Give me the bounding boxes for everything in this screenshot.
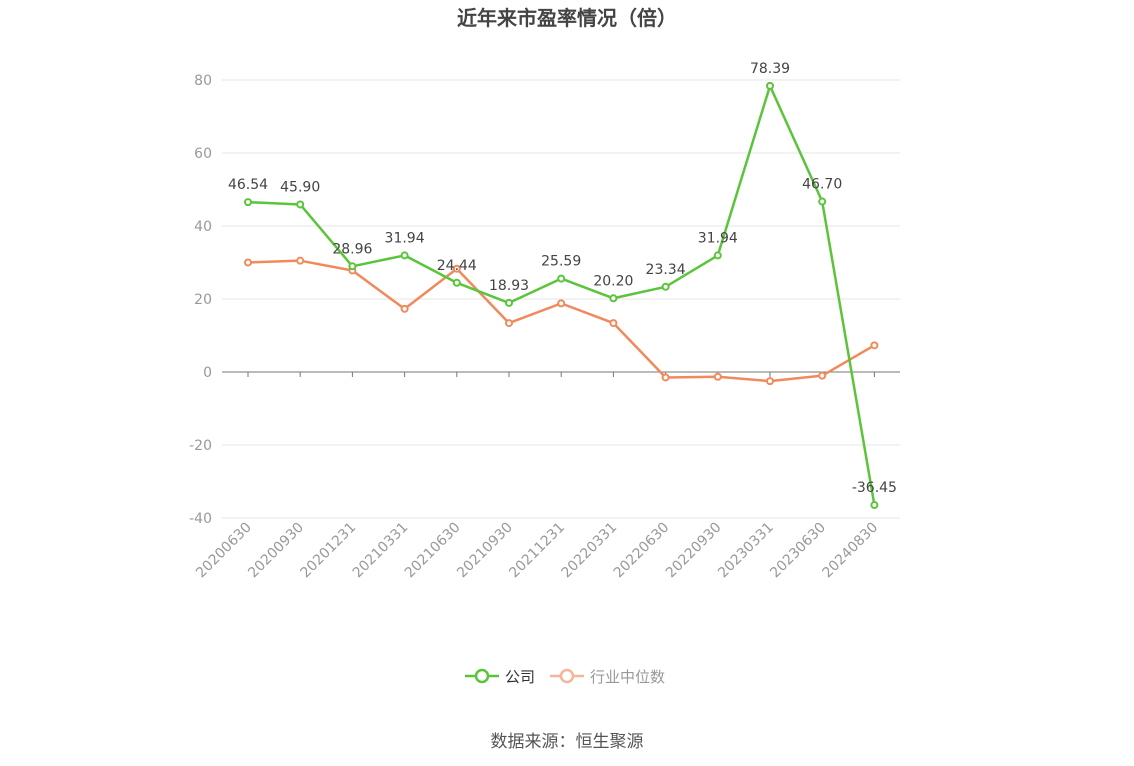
data-point [713,251,722,260]
data-label: 78.39 [750,61,790,77]
x-tick-label: 20200930 [245,520,307,582]
y-tick-label: 60 [194,146,212,162]
y-tick-label: 80 [194,73,212,89]
data-point [505,319,513,328]
data-point [766,377,774,386]
data-label: 18.93 [489,278,529,294]
legend-item: 行业中位数 [550,668,665,686]
x-tick-label: 20220930 [663,520,725,582]
series [244,81,879,510]
data-point [557,299,566,308]
y-tick-label: -40 [189,511,212,527]
legend-label: 行业中位数 [590,668,665,686]
data-label: 46.54 [228,177,268,193]
x-tick-label: 20220630 [611,520,673,582]
data-labels: 46.54 45.90 28.96 31.94 24.44 18.93 25.59 20.20… [228,61,897,496]
data-point [713,372,722,381]
legend-label: 公司 [505,668,535,686]
x-tick-label: 20210331 [350,520,412,582]
data-label: 28.96 [332,241,372,257]
data-point [766,81,774,90]
x-tick-label: 20201231 [298,520,360,582]
data-label: 23.34 [646,262,686,278]
data-label: 25.59 [541,254,581,270]
x-tick-label: 20210930 [454,520,516,582]
data-source: 数据来源：恒生聚源 [491,732,644,752]
data-point [818,197,827,206]
data-label: 24.44 [437,258,477,274]
data-label: -36.45 [852,480,897,496]
x-tick-label: 20240830 [820,520,882,582]
data-point [818,371,827,380]
data-label: 45.90 [280,179,320,195]
data-label: 31.94 [385,230,425,246]
y-tick-label: 20 [194,292,212,308]
legend-marker [474,668,490,684]
data-point [244,258,252,267]
y-tick-label: 40 [194,219,212,235]
chart-title: 近年来市盈率情况（倍） [457,6,677,30]
x-tick-label: 20210630 [402,520,464,582]
data-point [296,256,305,265]
data-point [452,264,461,273]
legend-item: 公司 [465,668,535,686]
data-point [661,373,670,382]
data-point [400,251,409,260]
x-tick-label: 20200630 [193,520,255,582]
data-point [870,341,879,350]
x-tick-label: 20220331 [559,520,621,582]
x-tick-label: 20230331 [715,520,777,582]
y-tick-label: 0 [203,365,212,381]
legend: 公司 行业中位数 [465,668,665,686]
data-point [609,319,618,328]
axes: -40-200204060802020063020200930202012312… [189,73,900,581]
data-point [348,262,357,271]
legend-marker [559,668,575,684]
data-point [400,304,409,313]
data-label: 31.94 [698,230,738,246]
y-tick-label: -20 [189,438,212,454]
data-label: 46.70 [802,177,842,193]
grid [222,79,900,519]
x-tick-label: 20211231 [506,520,568,582]
data-point [452,278,461,287]
x-tick-label: 20230630 [767,520,829,582]
data-point [557,274,566,283]
data-point [609,294,618,303]
series-line [246,84,876,507]
data-point [870,501,879,510]
data-point [296,200,305,209]
data-point [244,198,252,207]
data-point [661,282,670,291]
data-point [505,298,513,307]
data-label: 20.20 [593,273,633,289]
